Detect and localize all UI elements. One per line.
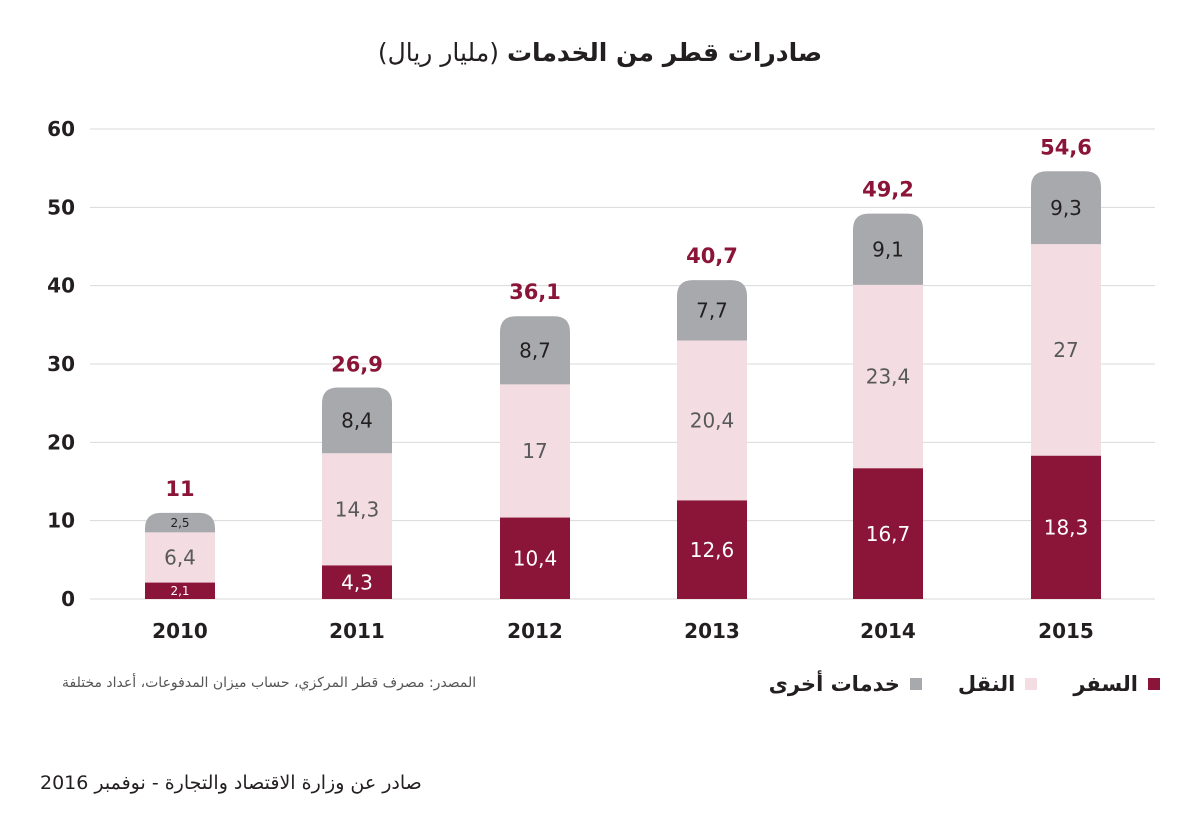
legend-swatch-travel xyxy=(1148,678,1160,690)
legend-label-transport: النقل xyxy=(957,672,1016,696)
legend-label-other: خدمات أخرى xyxy=(768,672,900,696)
segment-value-label: 9,1 xyxy=(872,237,904,261)
bar-segment-transport xyxy=(145,532,215,583)
segment-value-label: 18,3 xyxy=(1044,516,1089,540)
bar-segment-other xyxy=(322,387,392,454)
total-value-label: 49,2 xyxy=(862,178,914,202)
bar-segment-transport xyxy=(500,384,570,518)
segment-value-label: 2,1 xyxy=(170,584,189,598)
total-value-label: 36,1 xyxy=(509,280,561,304)
x-tick-label: 2010 xyxy=(152,619,208,643)
bar-segment-other xyxy=(145,512,215,533)
y-tick-label: 50 xyxy=(47,195,75,219)
x-tick-label: 2013 xyxy=(684,619,740,643)
chart-title: صادرات قطر من الخدمات (مليار ريال) xyxy=(0,38,1200,67)
segment-value-label: 8,4 xyxy=(341,409,373,433)
footer-note: صادر عن وزارة الاقتصاد والتجارة - نوفمبر… xyxy=(40,772,422,794)
legend-swatch-other xyxy=(909,678,922,690)
total-value-label: 26,9 xyxy=(331,352,383,376)
segment-value-label: 7,7 xyxy=(696,299,728,323)
bar-segment-transport xyxy=(853,284,923,469)
y-tick-label: 60 xyxy=(47,117,75,141)
bar-segment-travel xyxy=(1031,455,1101,599)
bar-segment-other xyxy=(677,280,747,341)
segment-value-label: 9,3 xyxy=(1050,196,1082,220)
x-tick-label: 2015 xyxy=(1038,619,1094,643)
total-value-label: 40,7 xyxy=(686,244,738,268)
total-value-label: 54,6 xyxy=(1040,135,1092,159)
legend-item-transport: النقل xyxy=(958,672,1038,696)
y-tick-label: 30 xyxy=(47,352,75,376)
chart-title-unit: (مليار ريال) xyxy=(377,38,499,67)
bar-segment-other xyxy=(500,316,570,385)
legend-label-travel: السفر xyxy=(1073,672,1138,696)
legend-item-other: خدمات أخرى xyxy=(769,672,922,696)
legend-swatch-transport xyxy=(1025,678,1038,690)
bar-segment-other xyxy=(853,213,923,285)
total-value-label: 11 xyxy=(165,477,194,501)
segment-value-label: 12,6 xyxy=(690,538,735,562)
segment-value-label: 8,7 xyxy=(519,338,551,362)
segment-value-label: 10,4 xyxy=(513,546,558,570)
bar-segment-travel xyxy=(145,582,215,599)
legend-item-travel: السفر xyxy=(1073,672,1160,696)
x-tick-label: 2012 xyxy=(507,619,563,643)
segment-value-label: 4,3 xyxy=(341,570,373,594)
segment-value-label: 27 xyxy=(1053,338,1078,362)
bar-segment-other xyxy=(1031,171,1101,245)
segment-value-label: 14,3 xyxy=(335,498,380,522)
y-tick-label: 40 xyxy=(47,274,75,298)
x-tick-label: 2011 xyxy=(329,619,385,643)
bar-segment-travel xyxy=(853,468,923,599)
bar-segment-travel xyxy=(500,517,570,599)
bar-segment-transport xyxy=(677,340,747,501)
legend: السفر النقل خدمات أخرى xyxy=(769,672,1160,696)
bar-segment-transport xyxy=(322,453,392,566)
segment-value-label: 17 xyxy=(522,439,547,463)
segment-value-label: 16,7 xyxy=(866,522,911,546)
y-tick-label: 0 xyxy=(61,587,75,611)
bar-segment-travel xyxy=(677,500,747,599)
segment-value-label: 6,4 xyxy=(164,546,196,570)
y-tick-label: 20 xyxy=(47,430,75,454)
segment-value-label: 23,4 xyxy=(866,365,911,389)
source-note: المصدر: مصرف قطر المركزي، حساب ميزان الم… xyxy=(62,675,477,691)
y-tick-label: 10 xyxy=(47,509,75,533)
chart-title-main: صادرات قطر من الخدمات xyxy=(506,38,823,67)
segment-value-label: 2,5 xyxy=(170,516,189,530)
bar-segment-transport xyxy=(1031,244,1101,456)
stacked-bar-chart: 0 10 20 30 40 50 60 2,1 6,4 2,5 11 2010 4,3 14,3 8,4 26… xyxy=(47,117,1155,643)
bar-segment-travel xyxy=(322,565,392,599)
x-tick-label: 2014 xyxy=(860,619,916,643)
segment-value-label: 20,4 xyxy=(690,409,735,433)
